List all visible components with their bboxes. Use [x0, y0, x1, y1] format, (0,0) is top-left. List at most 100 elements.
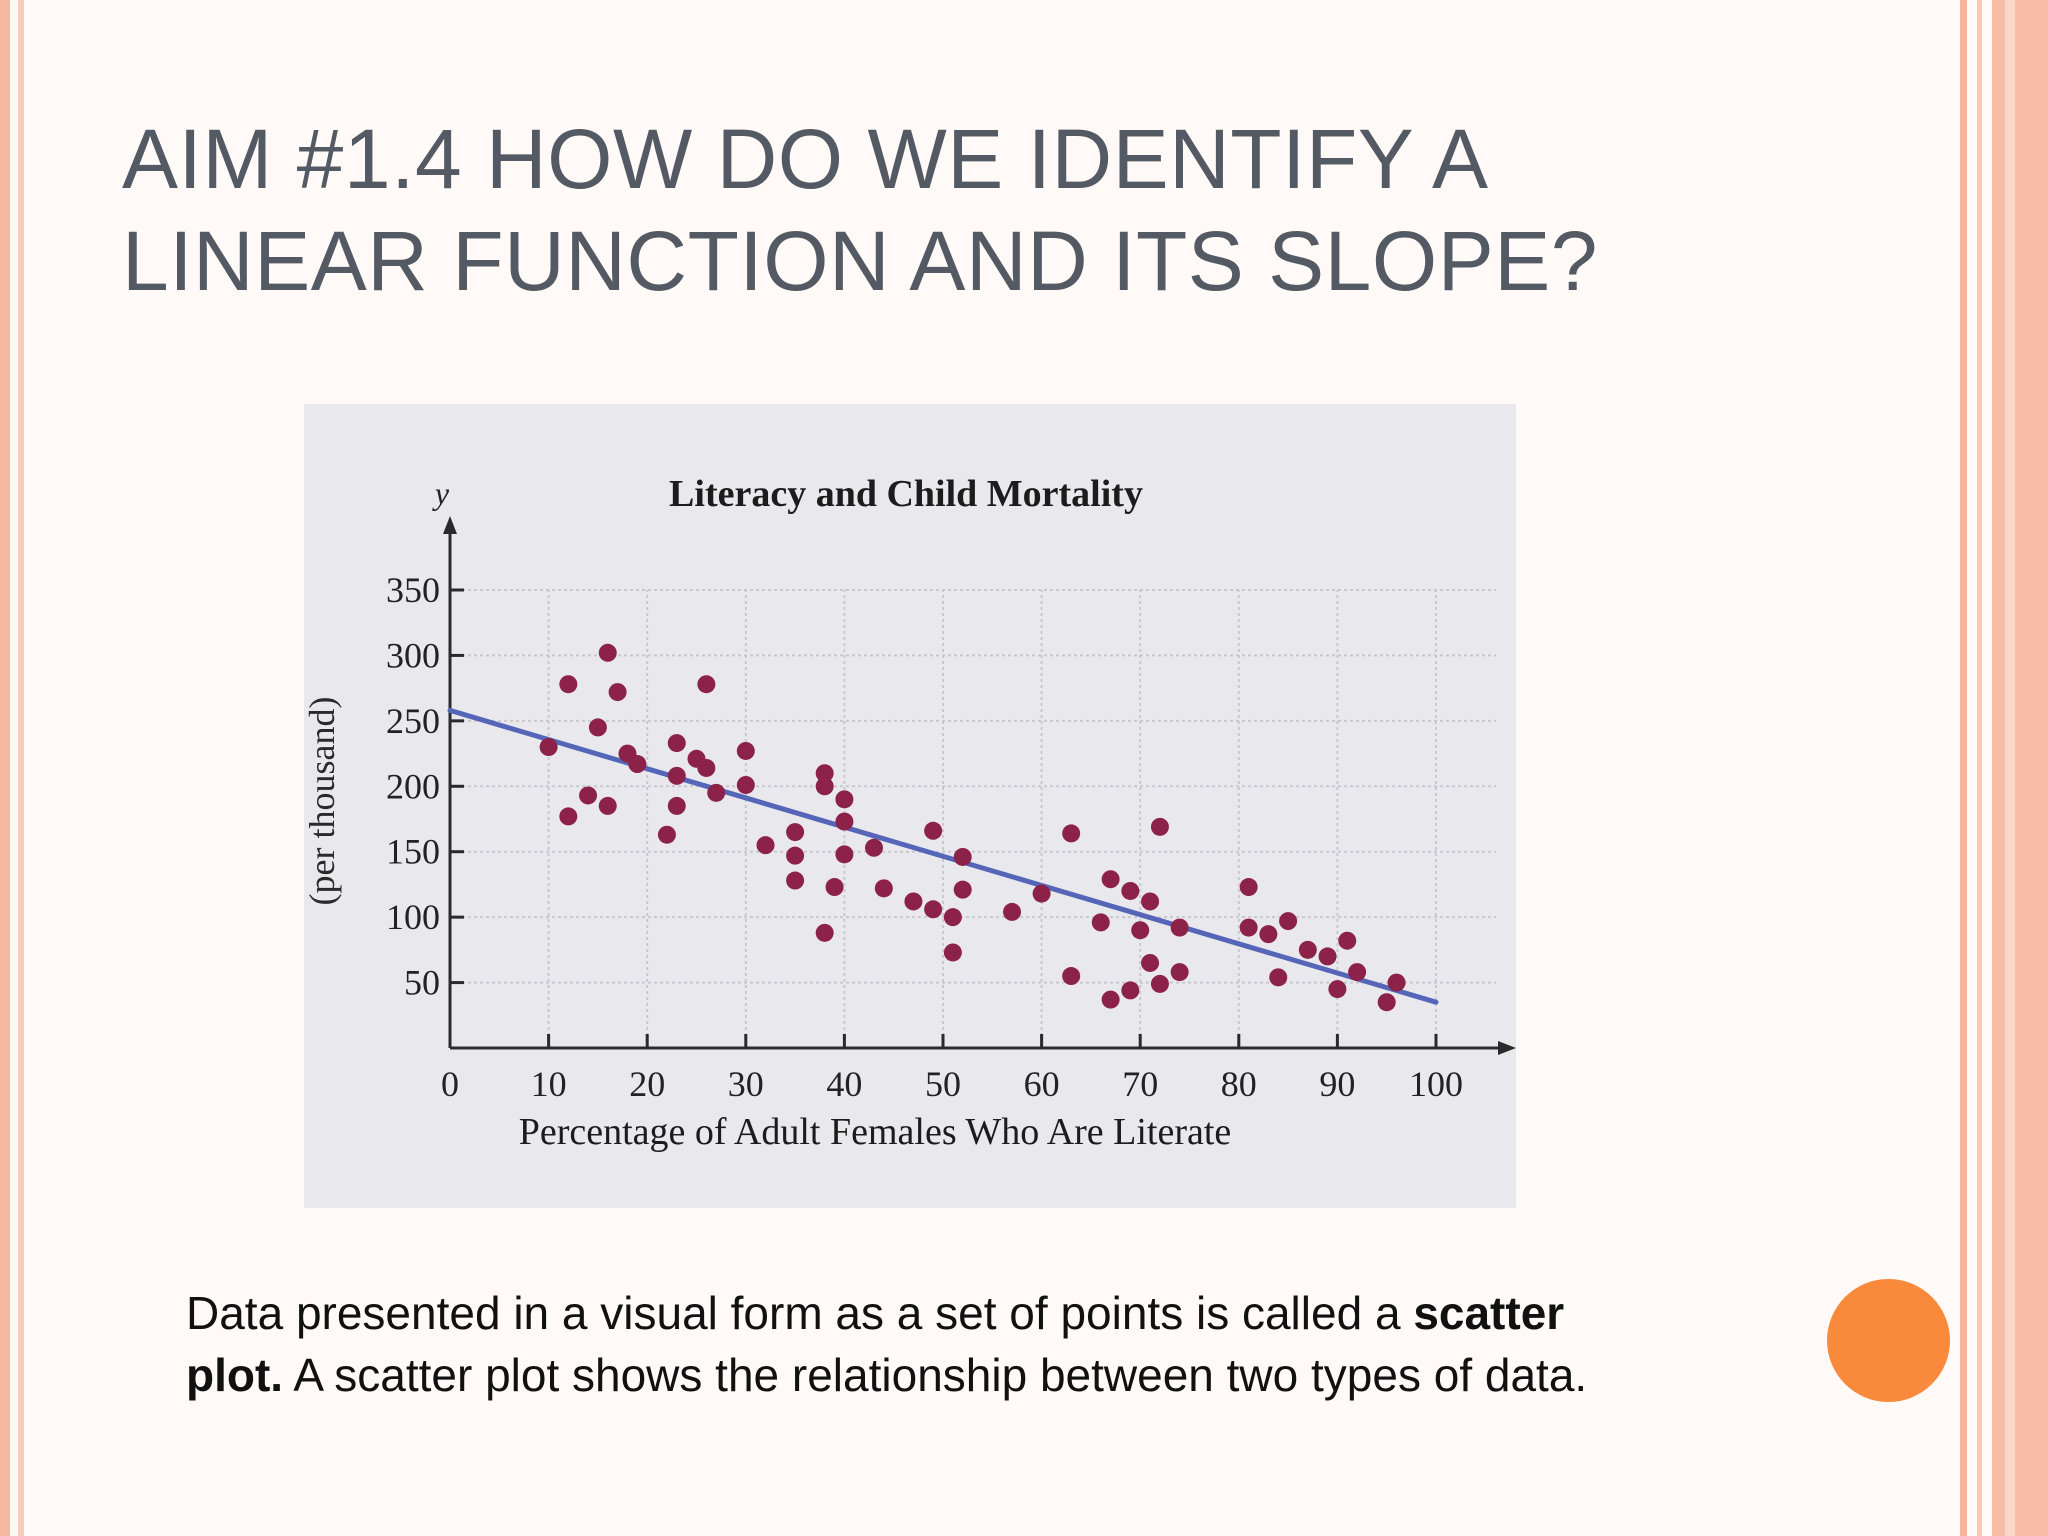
body-text-bold-term: scatter plot. [186, 1287, 1565, 1401]
x-tick-label: 90 [1319, 1064, 1355, 1104]
x-tick-label: 30 [728, 1064, 764, 1104]
x-tick-label: 70 [1122, 1064, 1158, 1104]
data-point [1062, 824, 1081, 843]
x-axis-arrow [1498, 1041, 1516, 1055]
data-point [657, 825, 676, 844]
data-point [943, 908, 962, 927]
data-point [539, 738, 558, 757]
tick-layer: 0 10 20 30 40 50 60 70 80 90 100 50 100 150 200 250 300 3… [386, 570, 1463, 1104]
right-border-stripe [1960, 0, 1967, 1536]
data-point [736, 775, 755, 794]
data-point [835, 812, 854, 831]
y-axis-label: (per thousand) [304, 697, 342, 906]
x-tick-label: 20 [629, 1064, 665, 1104]
x-tick-label: 50 [925, 1064, 961, 1104]
data-point [815, 777, 834, 796]
data-point [1141, 892, 1160, 911]
y-tick-label: 250 [386, 701, 440, 741]
y-tick-label: 100 [386, 897, 440, 937]
data-point [707, 783, 726, 802]
data-point [924, 900, 943, 919]
y-tick-label: 200 [386, 766, 440, 806]
body-text: Data presented in a visual form as a set… [186, 1282, 1666, 1406]
data-point [756, 836, 775, 855]
data-point [904, 892, 923, 911]
chart-title: Literacy and Child Mortality [669, 473, 1143, 515]
data-point [953, 880, 972, 899]
data-point [1387, 973, 1406, 992]
data-point [835, 845, 854, 864]
data-point [1239, 918, 1258, 937]
y-tick-label: 300 [386, 635, 440, 675]
right-border-panel-light [2005, 0, 2015, 1536]
y-axis-letter: y [432, 475, 450, 511]
data-point [953, 847, 972, 866]
body-text-part1: Data presented in a visual form as a set… [186, 1287, 1414, 1339]
data-point [864, 838, 883, 857]
data-point [1269, 968, 1288, 987]
data-point [786, 846, 805, 865]
data-point [1328, 980, 1347, 999]
data-point [874, 879, 893, 898]
data-point [1101, 870, 1120, 889]
data-point [1131, 921, 1150, 940]
data-point [1062, 967, 1081, 986]
decorative-orange-circle [1827, 1279, 1950, 1402]
data-point [667, 734, 686, 753]
data-point [1338, 931, 1357, 950]
data-point [697, 758, 716, 777]
data-point [1348, 963, 1367, 982]
data-point [1298, 940, 1317, 959]
data-point [1377, 993, 1396, 1012]
data-point [924, 821, 943, 840]
data-point [1259, 925, 1278, 944]
data-point [1150, 974, 1169, 993]
data-point [943, 943, 962, 962]
data-point [697, 675, 716, 694]
left-border-stripe [0, 0, 10, 1536]
y-tick-label: 50 [404, 963, 440, 1003]
data-point [598, 643, 617, 662]
data-point [1121, 881, 1140, 900]
data-point [667, 766, 686, 785]
x-tick-label: 0 [441, 1064, 459, 1104]
data-point [825, 878, 844, 897]
x-tick-label: 60 [1024, 1064, 1060, 1104]
data-point [628, 755, 647, 774]
data-point [1003, 902, 1022, 921]
y-tick-label: 350 [386, 570, 440, 610]
data-point [1101, 990, 1120, 1009]
data-point [598, 796, 617, 815]
data-point [1150, 817, 1169, 836]
y-tick-label: 150 [386, 832, 440, 872]
x-tick-label: 40 [826, 1064, 862, 1104]
data-point [667, 796, 686, 815]
data-point [1279, 912, 1298, 931]
scatter-chart: y 0 10 20 30 40 50 60 70 80 90 100 50 100 150 200 250 30… [304, 404, 1516, 1208]
body-text-part2: A scatter plot shows the relationship be… [283, 1349, 1588, 1401]
data-point [579, 786, 598, 805]
data-point [786, 871, 805, 890]
data-point [1318, 947, 1337, 966]
slide-title: AIM #1.4 HOW DO WE IDENTIFY A LINEAR FUN… [122, 112, 1598, 308]
data-point [1141, 953, 1160, 972]
data-point [588, 718, 607, 737]
x-tick-label: 10 [531, 1064, 567, 1104]
x-tick-label: 80 [1221, 1064, 1257, 1104]
data-point [815, 923, 834, 942]
data-point [815, 764, 834, 783]
data-point [1091, 913, 1110, 932]
data-point [786, 823, 805, 842]
x-tick-label: 100 [1409, 1064, 1463, 1104]
right-border-stripe-inner [1977, 0, 1982, 1536]
y-axis-arrow [443, 516, 457, 534]
data-point [559, 675, 578, 694]
data-point [1121, 981, 1140, 1000]
data-point [1032, 884, 1051, 903]
scatter-chart-svg: y 0 10 20 30 40 50 60 70 80 90 100 50 100 150 200 250 30… [304, 473, 1516, 1153]
point-layer [539, 643, 1406, 1012]
data-point [736, 741, 755, 760]
trend-line [447, 707, 1439, 1005]
right-border-panel [1992, 0, 2048, 1536]
data-point [608, 683, 627, 702]
